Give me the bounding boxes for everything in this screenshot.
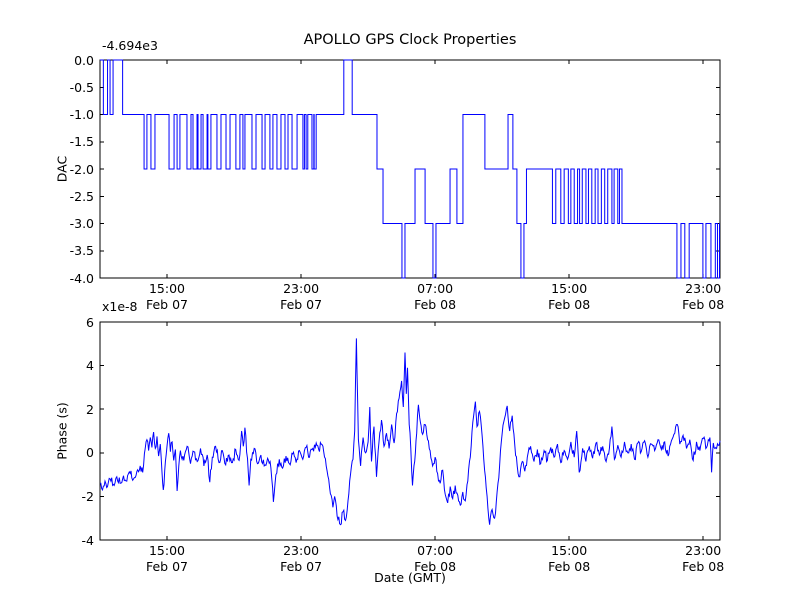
y-tick-label: -2.5 (69, 188, 94, 204)
y-tick-label: -1.0 (69, 107, 94, 122)
x-tick-label: 15:00 Feb 08 (534, 281, 604, 313)
y-tick-label: -4.0 (69, 270, 94, 286)
x-axis-label: Date (GMT) (374, 570, 446, 585)
y-tick-label: -1.5 (69, 134, 94, 150)
y-tick-label: 2 (86, 401, 94, 417)
x-tick-time: 07:00 (417, 281, 454, 296)
x-tick-time: 23:00 (685, 543, 722, 558)
x-tick-label: 23:00 Feb 07 (266, 281, 336, 313)
x-tick-time: 23:00 (283, 281, 320, 296)
x-tick-date: Feb 08 (682, 559, 725, 574)
y-tick-label: -2 (81, 488, 94, 504)
x-tick-time: 15:00 (148, 281, 186, 296)
bottom-axis-offset-text: x1e-8 (102, 299, 138, 314)
y-tick-label: -2.0 (69, 161, 94, 177)
y-tick-label: -0.5 (69, 79, 94, 95)
x-tick-label: 15:00 Feb 07 (132, 543, 202, 575)
y-tick-label: 6 (86, 314, 94, 330)
x-tick-date: Feb 08 (414, 297, 457, 312)
top-axis-offset-text: -4.694e3 (102, 38, 158, 53)
x-tick-time: 23:00 (283, 543, 320, 558)
x-tick-label: 23:00 Feb 08 (668, 281, 738, 313)
x-tick-time: 15:00 (551, 281, 588, 296)
dac-step-line (100, 59, 720, 279)
x-tick-time: 07:00 (417, 543, 454, 558)
x-tick-date: Feb 08 (682, 297, 725, 312)
x-tick-date: Feb 07 (145, 559, 188, 574)
x-tick-time: 15:00 (148, 543, 186, 558)
x-tick-label: 07:00 Feb 08 (400, 281, 470, 313)
tick-marks (100, 321, 720, 541)
x-tick-date: Feb 08 (548, 297, 591, 312)
x-tick-time: 23:00 (685, 281, 722, 296)
plot-title: APOLLO GPS Clock Properties (303, 32, 517, 48)
x-tick-label: 23:00 Feb 08 (668, 543, 738, 575)
x-tick-label: 07:00 Feb 08 (400, 543, 470, 575)
x-tick-date: Feb 08 (548, 559, 591, 574)
x-tick-date: Feb 07 (280, 559, 323, 574)
y-tick-label: -3.0 (69, 216, 94, 231)
axes-frame (99, 321, 721, 541)
x-tick-label: 15:00 Feb 08 (534, 543, 604, 575)
x-tick-label: 15:00 Feb 07 (132, 281, 202, 313)
phase-line (100, 338, 721, 526)
x-tick-label: 23:00 Feb 07 (266, 543, 336, 575)
y-tick-label: 0 (86, 445, 94, 461)
y-tick-label: -3.5 (69, 243, 94, 259)
y-tick-label: -4 (81, 532, 94, 548)
x-tick-date: Feb 07 (145, 297, 188, 312)
x-tick-date: Feb 08 (414, 559, 457, 574)
x-tick-time: 15:00 (551, 543, 588, 558)
x-tick-date: Feb 07 (280, 297, 323, 312)
y-tick-label: 4 (86, 358, 94, 374)
tick-marks (100, 59, 720, 279)
y-tick-label: 0.0 (74, 52, 94, 68)
